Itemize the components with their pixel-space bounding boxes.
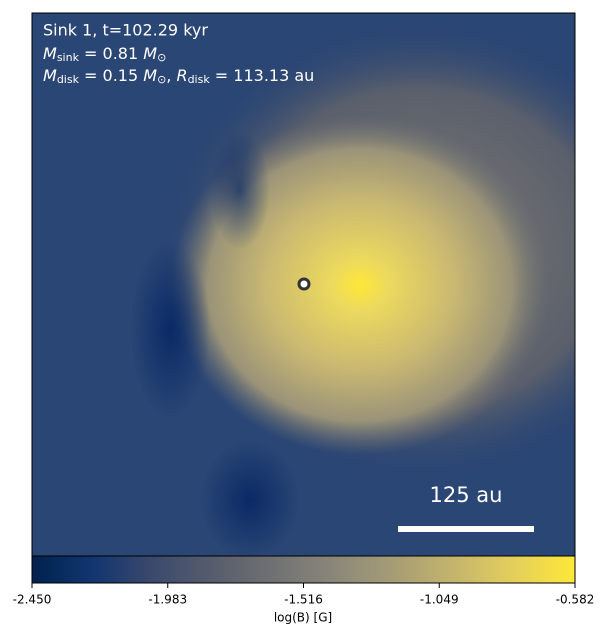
field-image: [32, 13, 575, 556]
annotation: Mdisk = 0.15 M⊙, Rdisk = 113.13 au: [43, 66, 314, 87]
sink: [297, 277, 311, 291]
unit: M: [143, 44, 157, 63]
subscript: sink: [57, 51, 80, 64]
unit: M: [143, 66, 157, 85]
tick-label: -2.450: [13, 593, 52, 607]
tick-label: -0.582: [556, 593, 595, 607]
subscript: ⊙: [157, 51, 166, 64]
scale-bar: [398, 526, 534, 532]
annotation: Sink 1, t=102.29 kyr: [43, 21, 208, 40]
subscript: disk: [188, 73, 211, 86]
tick-label: -1.049: [420, 593, 459, 607]
text: = 0.15: [79, 66, 143, 85]
colorbar: [31, 555, 576, 584]
symbol: M: [43, 66, 57, 85]
text: = 113.13 au: [210, 66, 315, 85]
subscript: disk: [57, 73, 80, 86]
text: = 0.81: [79, 44, 143, 63]
symbol: R: [176, 66, 187, 85]
symbol: M: [43, 44, 57, 63]
subscript: ⊙: [157, 73, 166, 86]
colorbar-label: log(B) [G]: [274, 611, 332, 625]
tick-label: -1.983: [148, 593, 187, 607]
scale-bar-label: 125 au: [430, 483, 503, 507]
text: ,: [166, 66, 176, 85]
annotation: Msink = 0.81 M⊙: [43, 44, 166, 65]
tick-label: -1.516: [284, 593, 323, 607]
